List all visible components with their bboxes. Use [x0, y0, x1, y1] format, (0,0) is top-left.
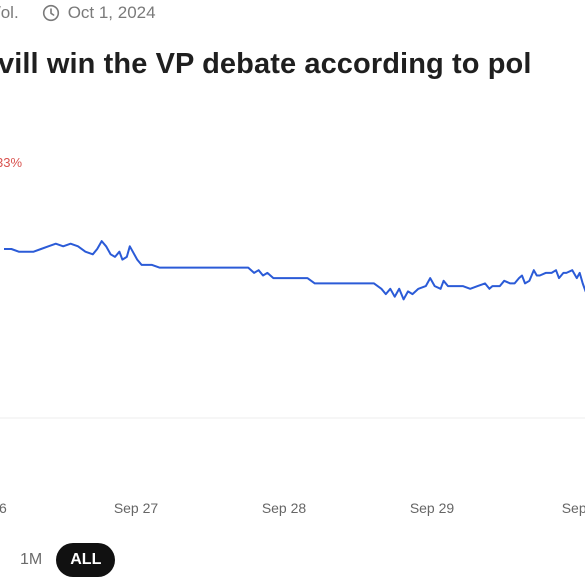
current-percentage: 33%: [0, 155, 23, 170]
range-tab-1m[interactable]: 1M: [10, 543, 52, 577]
x-tick-label-1: Sep 27: [114, 500, 159, 516]
time-range-tabs: 1M ALL: [10, 543, 116, 577]
x-tick-label-2: Sep 28: [262, 500, 307, 516]
x-tick-label-0: 6: [0, 500, 7, 516]
x-tick-label-3: Sep 29: [410, 500, 455, 516]
volume-label: /ol.: [0, 3, 19, 22]
end-date: Oct 1, 2024: [67, 3, 156, 22]
price-chart[interactable]: 6 Sep 27 Sep 28 Sep 29 Sep 3: [0, 0, 585, 530]
series-line-0: [4, 240, 585, 301]
range-tab-all[interactable]: ALL: [56, 543, 116, 577]
market-title: vill win the VP debate according to pol: [0, 48, 532, 80]
x-tick-label-4: Sep 3: [562, 500, 585, 516]
clock-icon: [42, 4, 60, 22]
market-meta-row: /ol. Oct 1, 2024: [0, 2, 156, 24]
